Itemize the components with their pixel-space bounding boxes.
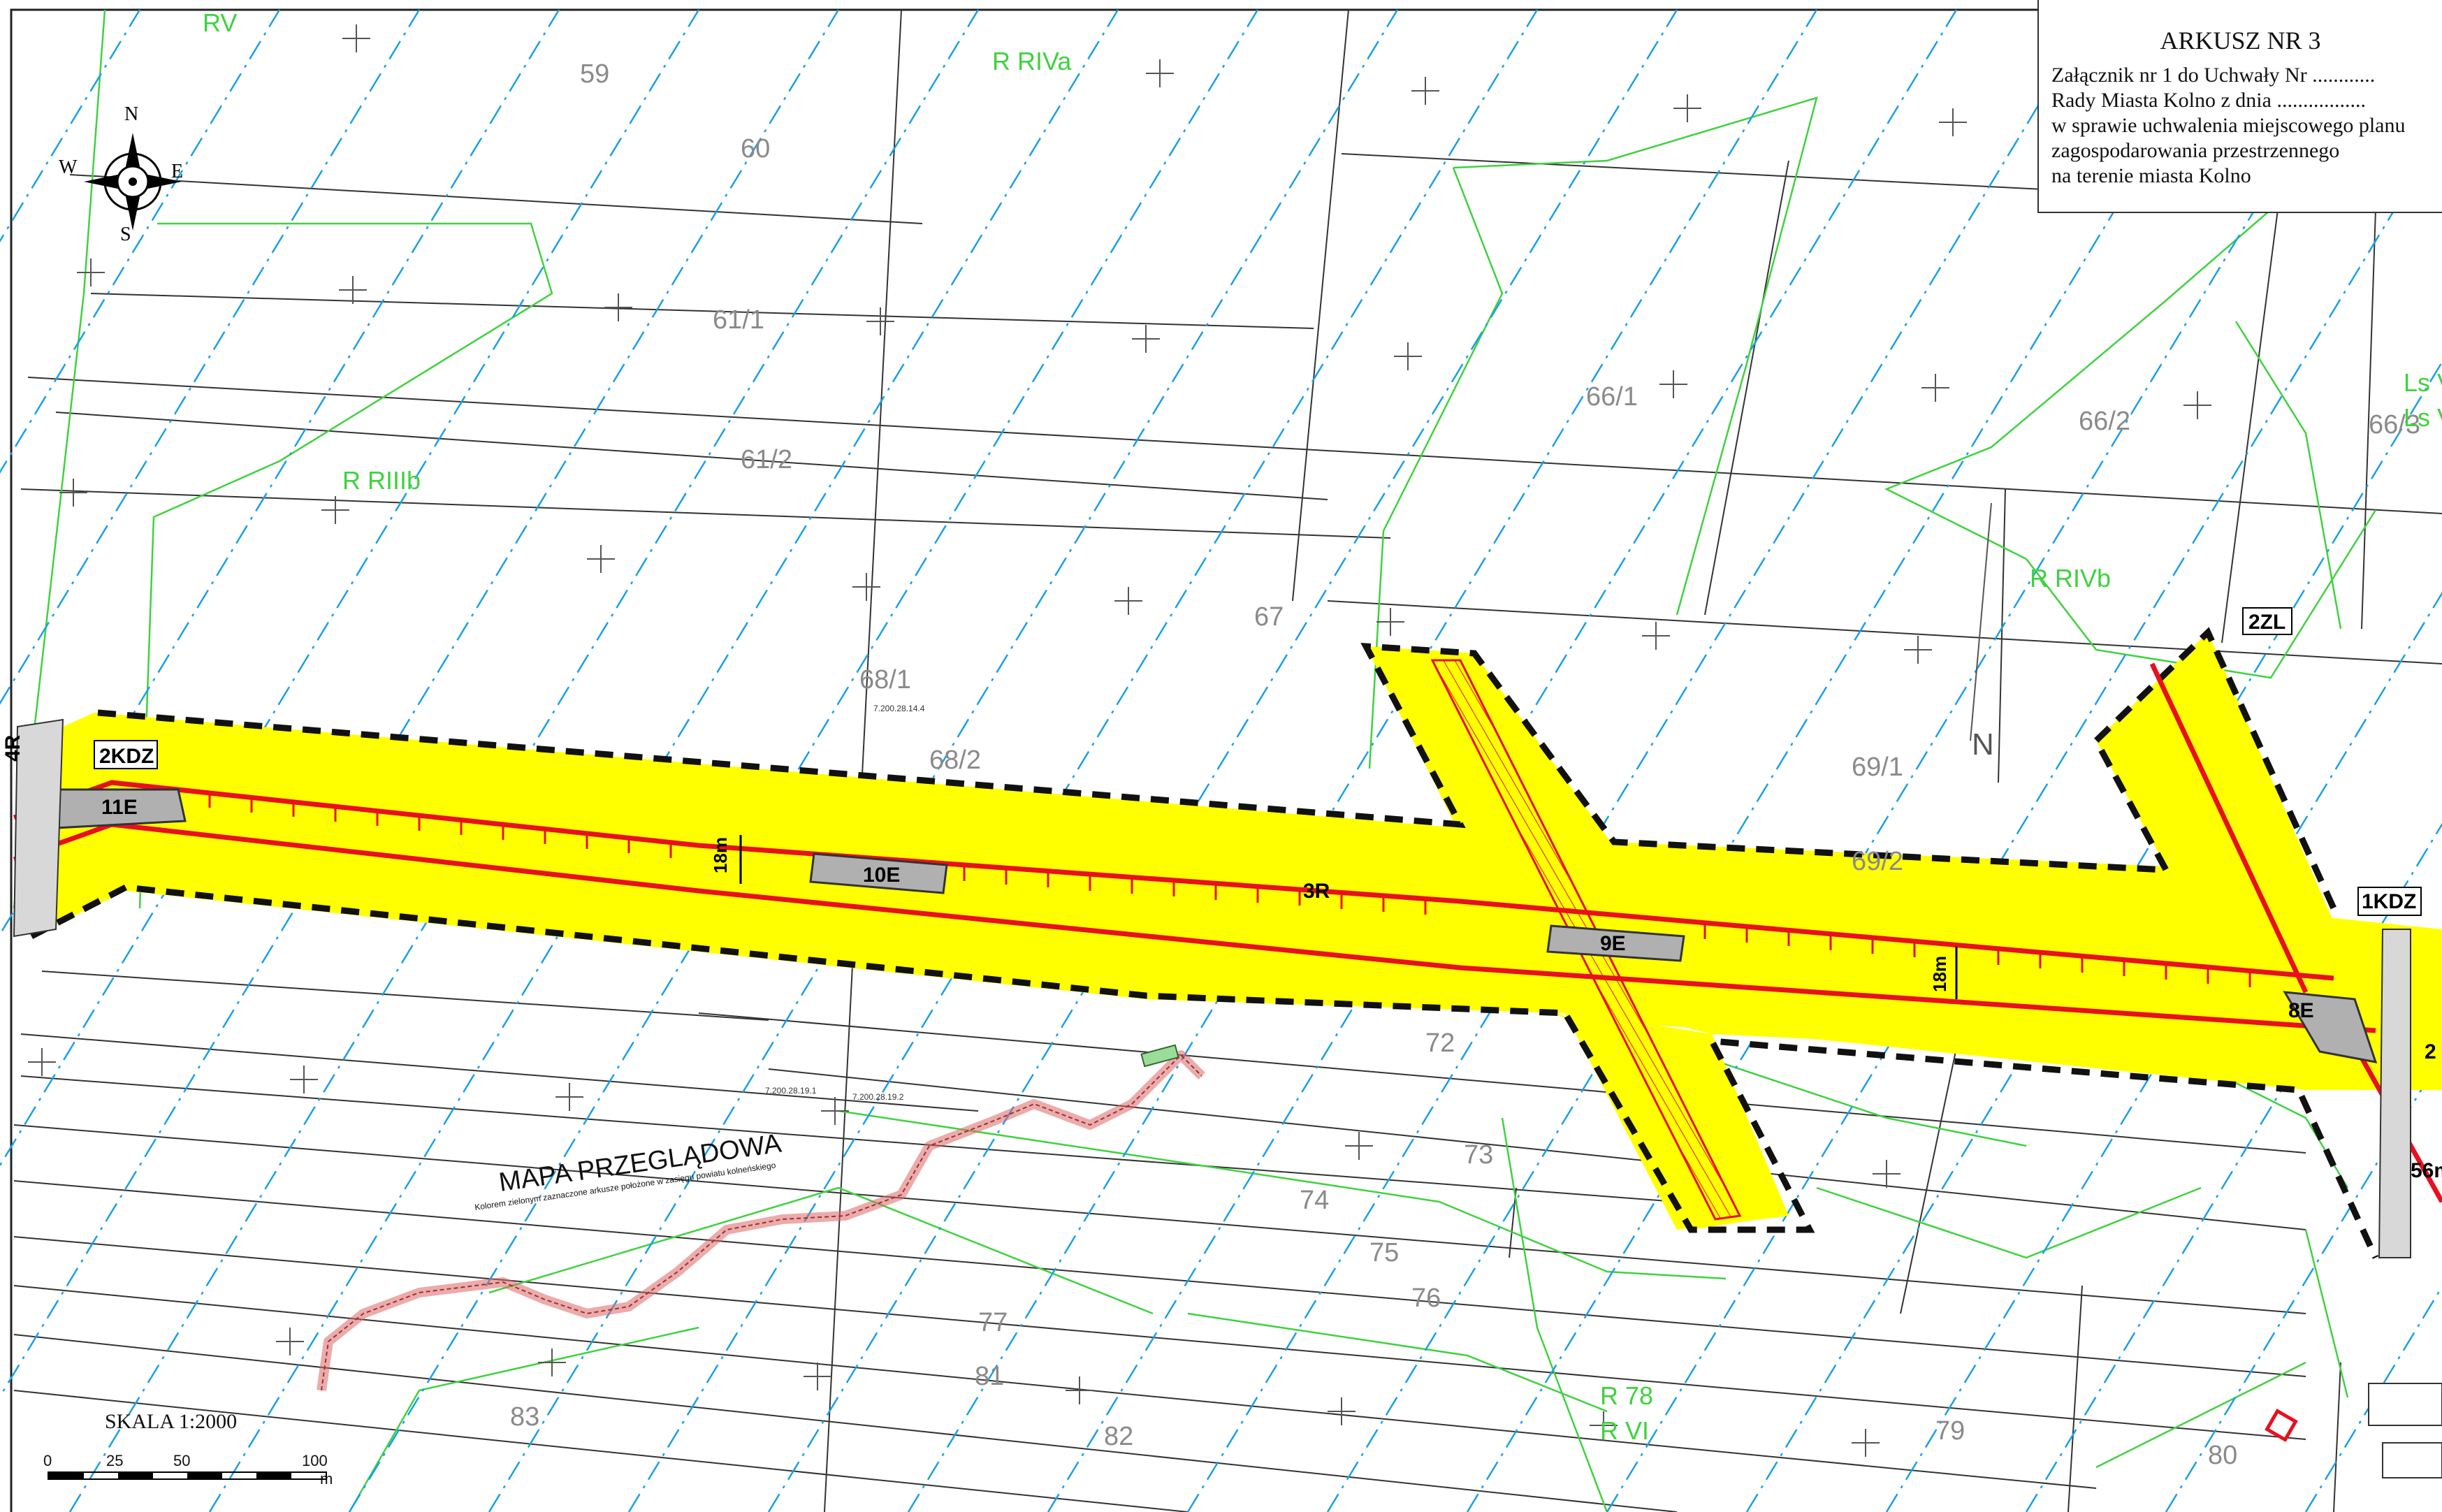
sheet-title-block: ARKUSZ NR 3 Załącznik nr 1 do Uchwały Nr… — [2037, 0, 2442, 213]
dimension-arrows — [739, 835, 1958, 999]
plot-9E — [1546, 924, 1685, 962]
label-edge-2: 2 — [2425, 1040, 2436, 1063]
grid-label-2: 7.200.28.19.1 — [765, 1086, 817, 1096]
svg-text:N: N — [1972, 727, 1994, 762]
sheet-line-5: na terenie miasta Kolno — [2051, 164, 2251, 187]
label-8E: 8E — [2288, 999, 2314, 1022]
svg-text:69/2: 69/2 — [1852, 847, 1903, 876]
sheet-line-1: Załącznik nr 1 do Uchwały Nr ...........… — [2051, 64, 2376, 87]
scale-title: SKALA 1:2000 — [105, 1410, 238, 1433]
label-2ZL: 2ZL — [2248, 611, 2285, 634]
label-11E: 11E — [101, 796, 138, 819]
compass-e: E — [171, 161, 184, 182]
svg-text:R RIVa: R RIVa — [992, 47, 1072, 75]
svg-text:60: 60 — [741, 134, 770, 163]
soil-class-labels: R RIIIb R RIVa R RIVb Ls V Ls V RV R VI — [203, 8, 2442, 1445]
sheet-line-4: zagospodarowania przestrzennego — [2051, 139, 2340, 162]
svg-text:81: 81 — [975, 1362, 1004, 1391]
svg-text:61/1: 61/1 — [713, 305, 764, 335]
svg-text:59: 59 — [580, 59, 609, 89]
svg-text:66/2: 66/2 — [2079, 407, 2130, 436]
svg-text:72: 72 — [1425, 1028, 1455, 1058]
label-4R: 4R — [1, 734, 24, 762]
svg-text:76: 76 — [1411, 1284, 1441, 1313]
svg-text:69/1: 69/1 — [1852, 753, 1903, 782]
svg-text:80: 80 — [2208, 1441, 2237, 1470]
label-3R: 3R — [1303, 880, 1330, 903]
grid-label-1: 7.200.28.14.4 — [873, 704, 925, 713]
plot-lines — [13, 9, 2442, 1512]
sheet-title: ARKUSZ NR 3 — [2160, 27, 2321, 54]
plot-10E — [809, 852, 948, 894]
svg-text:75: 75 — [1369, 1238, 1399, 1267]
scale-tick-0: 0 — [43, 1452, 52, 1469]
map-frame — [10, 8, 2442, 1512]
svg-text:73: 73 — [1464, 1140, 1493, 1170]
svg-text:Ls V: Ls V — [2404, 403, 2442, 432]
plan-boundary — [29, 627, 2379, 1259]
svg-text:61/2: 61/2 — [741, 445, 792, 474]
plot-8E — [2283, 991, 2378, 1063]
svg-text:66/1: 66/1 — [1586, 382, 1638, 412]
svg-text:68/2: 68/2 — [929, 746, 981, 775]
label-9E: 9E — [1600, 932, 1626, 955]
label-10E: 10E — [863, 864, 900, 887]
scale-bar-block: SKALA 1:2000 0 25 50 100 m — [42, 1410, 335, 1488]
north-arrow-inner: N — [1970, 502, 1994, 762]
svg-text:RV: RV — [203, 8, 237, 37]
svg-text:82: 82 — [1104, 1422, 1133, 1451]
svg-text:Ls V: Ls V — [2404, 368, 2442, 397]
svg-text:74: 74 — [1300, 1186, 1329, 1215]
svg-text:R 78: R 78 — [1600, 1381, 1653, 1410]
dim-18m-right: 18m — [1929, 956, 1950, 992]
svg-text:R RIIIb: R RIIIb — [342, 466, 421, 495]
svg-text:83: 83 — [510, 1402, 539, 1432]
label-56m: 56m — [2411, 1159, 2442, 1182]
parcel-numbers: 59 60 61/1 61/2 66/1 66/2 66/3 67 68/1 6… — [510, 59, 2420, 1470]
legend-corner — [2265, 1383, 2442, 1478]
svg-text:77: 77 — [978, 1308, 1008, 1337]
compass-rose: N S E W — [56, 103, 210, 245]
scale-tick-25: 25 — [106, 1452, 124, 1469]
e-plots[interactable] — [54, 788, 2378, 1063]
label-1KDZ: 1KDZ — [2362, 890, 2416, 913]
sheet-line-3: w sprawie uchwalenia miejscowego planu — [2051, 114, 2406, 137]
zone-labels: 2KDZ 11E 10E 9E 8E 3R 2ZL 1KDZ 18m 18m 4… — [1, 607, 2442, 1182]
label-2KDZ: 2KDZ — [99, 745, 154, 768]
scale-tick-50: 50 — [173, 1452, 191, 1469]
compass-s: S — [120, 224, 131, 245]
edge-strips — [13, 718, 2411, 1258]
svg-text:68/1: 68/1 — [859, 665, 911, 695]
grid-label-3: 7.200.28.19.2 — [852, 1092, 904, 1102]
svg-text:R RIVb: R RIVb — [2030, 564, 2111, 593]
sheet-line-2: Rady Miasta Kolno z dnia ...............… — [2051, 89, 2366, 112]
scale-bar — [48, 1471, 327, 1480]
svg-text:R VI: R VI — [1600, 1416, 1649, 1445]
compass-n: N — [124, 103, 139, 125]
svg-text:79: 79 — [1935, 1416, 1965, 1446]
scale-tick-100: 100 — [302, 1452, 328, 1469]
grid-crosses — [28, 24, 2211, 1457]
dim-18m-left: 18m — [710, 837, 731, 873]
svg-text:67: 67 — [1254, 602, 1284, 632]
svg-text:66/3: 66/3 — [2369, 410, 2420, 439]
compass-w: W — [59, 157, 78, 178]
